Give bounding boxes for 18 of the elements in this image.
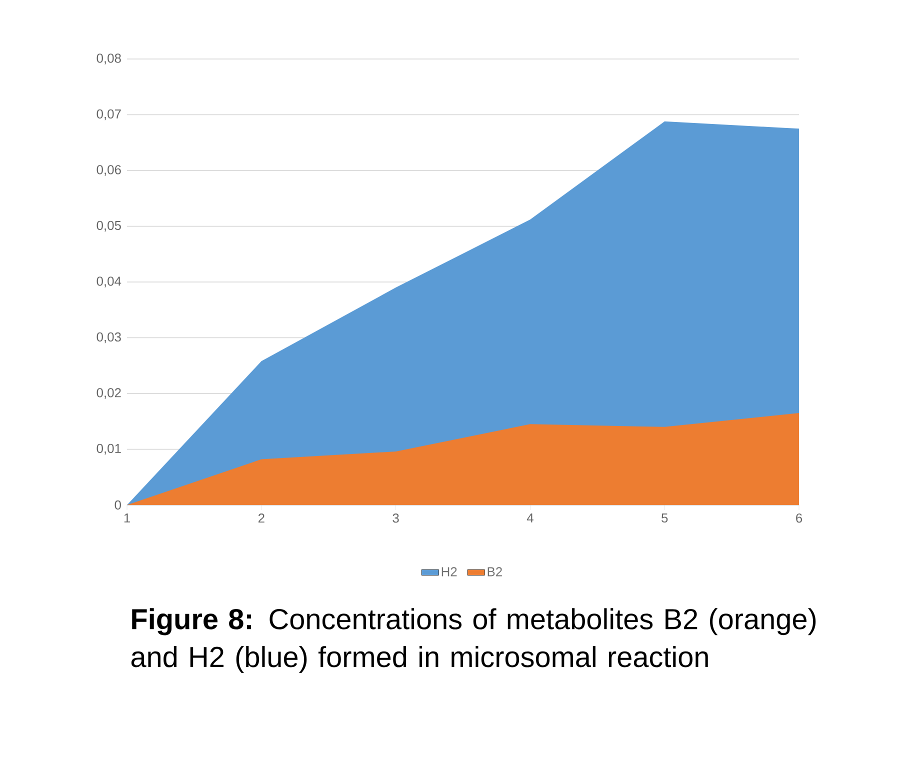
legend-label: B2 (488, 567, 502, 576)
y-tick-label: 0,08 (96, 54, 121, 64)
y-tick-label: 0,06 (96, 165, 121, 176)
y-tick-label: 0,04 (96, 276, 122, 288)
y-tick-label: 0,01 (96, 444, 121, 455)
x-tick-label: 5 (662, 514, 668, 523)
text: Figure 8: Concentrations of metabolites B2 (orange) and H2 (blue) formed in microsomal reaction (131, 608, 816, 673)
legend-label: H2 (442, 567, 457, 576)
y-tick-label: 0,02 (96, 388, 121, 399)
y-tick-label: 0,05 (96, 220, 121, 232)
y-tick-label: 0,03 (96, 332, 121, 344)
x-tick-label: 1 (124, 514, 130, 522)
y-tick-label: 0 (114, 500, 121, 510)
y-tick-label: 0,07 (96, 109, 121, 120)
x-tick-label: 3 (392, 514, 399, 523)
x-tick-label: 4 (526, 514, 534, 522)
x-tick-label: 2 (258, 514, 264, 523)
x-tick-label: 6 (796, 514, 802, 523)
